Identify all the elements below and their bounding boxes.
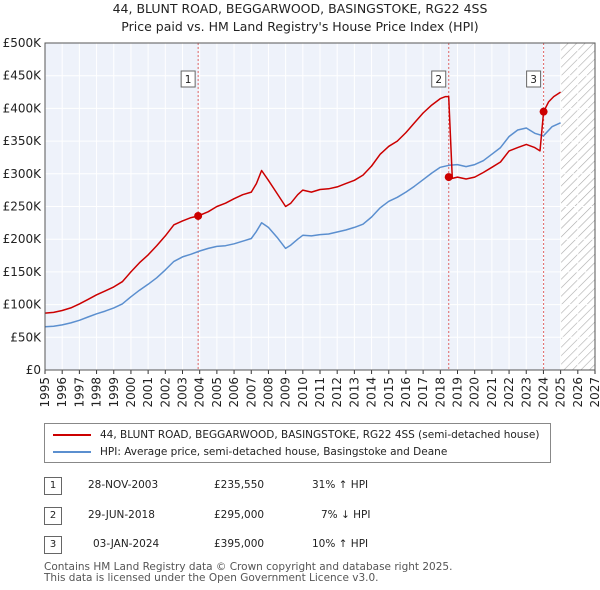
x-tick-label: 2004: [193, 377, 207, 408]
sale-date: 29-JUN-2018: [88, 509, 155, 521]
sale-hpi: 31% ↑ HPI: [312, 479, 369, 491]
x-tick-label: 2008: [261, 377, 275, 408]
y-tick-label: £0: [26, 363, 41, 377]
x-tick-label: 2026: [571, 377, 585, 408]
x-tick-label: 2018: [433, 377, 447, 408]
legend-label-hpi: HPI: Average price, semi-detached house,…: [100, 446, 448, 458]
sale-price: £395,000: [214, 538, 265, 550]
footer-copyright: Contains HM Land Registry data © Crown c…: [44, 561, 453, 573]
sale-price: £295,000: [214, 509, 265, 521]
chart-subtitle: Price paid vs. HM Land Registry's House …: [121, 19, 479, 34]
x-tick-label: 2022: [502, 377, 516, 408]
sale-date: 28-NOV-2003: [88, 479, 159, 491]
price-chart: £0 £50K £100K £150K £200K £250K £300K £350K £400…: [3, 36, 600, 408]
y-tick-label: £500K: [3, 36, 43, 50]
x-tick-label: 2027: [588, 377, 600, 408]
sale-label: 1: [185, 74, 192, 86]
x-tick-label: 2020: [468, 377, 482, 408]
x-tick-label: 1996: [55, 377, 69, 408]
x-tick-label: 2014: [365, 377, 379, 408]
x-tick-label: 1995: [38, 377, 52, 408]
y-tick-label: £400K: [3, 101, 43, 115]
legend-label-property: 44, BLUNT ROAD, BEGGARWOOD, BASINGSTOKE,…: [100, 429, 540, 441]
y-tick-label: £100K: [3, 298, 43, 312]
x-tick-label: 1998: [90, 377, 104, 408]
sale-point: [539, 107, 548, 116]
x-tick-label: 2021: [485, 377, 499, 408]
y-tick-label: £250K: [3, 200, 43, 214]
x-tick-label: 2005: [210, 377, 224, 408]
y-tick-label: £300K: [3, 167, 43, 181]
sale-number: 2: [44, 507, 62, 525]
y-tick-label: £50K: [10, 330, 42, 344]
sale-label-box: [526, 70, 542, 88]
x-tick-label: 1997: [72, 377, 86, 408]
property-series-line: [44, 91, 562, 314]
x-tick-label: 2012: [330, 377, 344, 408]
x-tick-label: 2024: [536, 377, 550, 408]
x-tick-label: 2010: [296, 377, 310, 408]
sale-price: £235,550: [214, 479, 265, 491]
x-tick-label: 2002: [158, 377, 172, 408]
sale-label: 3: [530, 74, 537, 86]
sale-label-box: [431, 70, 447, 88]
sale-number: 1: [44, 477, 62, 495]
x-tick-label: 2016: [399, 377, 413, 408]
sale-label: 2: [435, 74, 442, 86]
x-tick-label: 2007: [244, 377, 258, 408]
x-tick-label: 2009: [279, 377, 293, 408]
chart-title: 44, BLUNT ROAD, BEGGARWOOD, BASINGSTOKE,…: [112, 1, 488, 16]
x-tick-label: 2015: [382, 377, 396, 408]
y-tick-label: £150K: [3, 265, 43, 279]
sale-hpi: 7% ↓ HPI: [321, 509, 371, 521]
hpi-series-line: [44, 122, 561, 328]
legend-item-hpi: HPI: Average price, semi-detached house,…: [53, 444, 447, 460]
x-tick-label: 2023: [519, 377, 533, 408]
legend-swatch-property: [53, 434, 91, 436]
sale-hpi: 10% ↑ HPI: [312, 538, 369, 550]
x-tick-label: 2006: [227, 377, 241, 408]
x-tick-label: 2003: [176, 377, 190, 408]
x-tick-label: 2025: [554, 377, 568, 408]
y-tick-label: £450K: [3, 69, 43, 83]
y-tick-label: £350K: [3, 134, 43, 148]
x-tick-label: 2011: [313, 377, 327, 408]
sale-label-box: [180, 70, 196, 88]
sale-point: [194, 211, 203, 220]
footer-license: This data is licensed under the Open Gov…: [44, 572, 379, 584]
x-tick-label: 2000: [124, 377, 138, 408]
legend-swatch-hpi: [53, 451, 91, 453]
x-tick-label: 2013: [347, 377, 361, 408]
y-tick-label: £200K: [3, 232, 43, 246]
legend: 44, BLUNT ROAD, BEGGARWOOD, BASINGSTOKE,…: [44, 423, 551, 463]
x-tick-label: 1999: [107, 377, 121, 408]
legend-item-property: 44, BLUNT ROAD, BEGGARWOOD, BASINGSTOKE,…: [53, 427, 539, 443]
x-tick-label: 2017: [416, 377, 430, 408]
plot-frame: [44, 42, 596, 371]
x-tick-label: 2001: [141, 377, 155, 408]
sale-point: [444, 173, 453, 182]
sale-number: 3: [44, 536, 62, 554]
x-tick-label: 2019: [451, 377, 465, 408]
sale-date: 03-JAN-2024: [93, 538, 160, 550]
